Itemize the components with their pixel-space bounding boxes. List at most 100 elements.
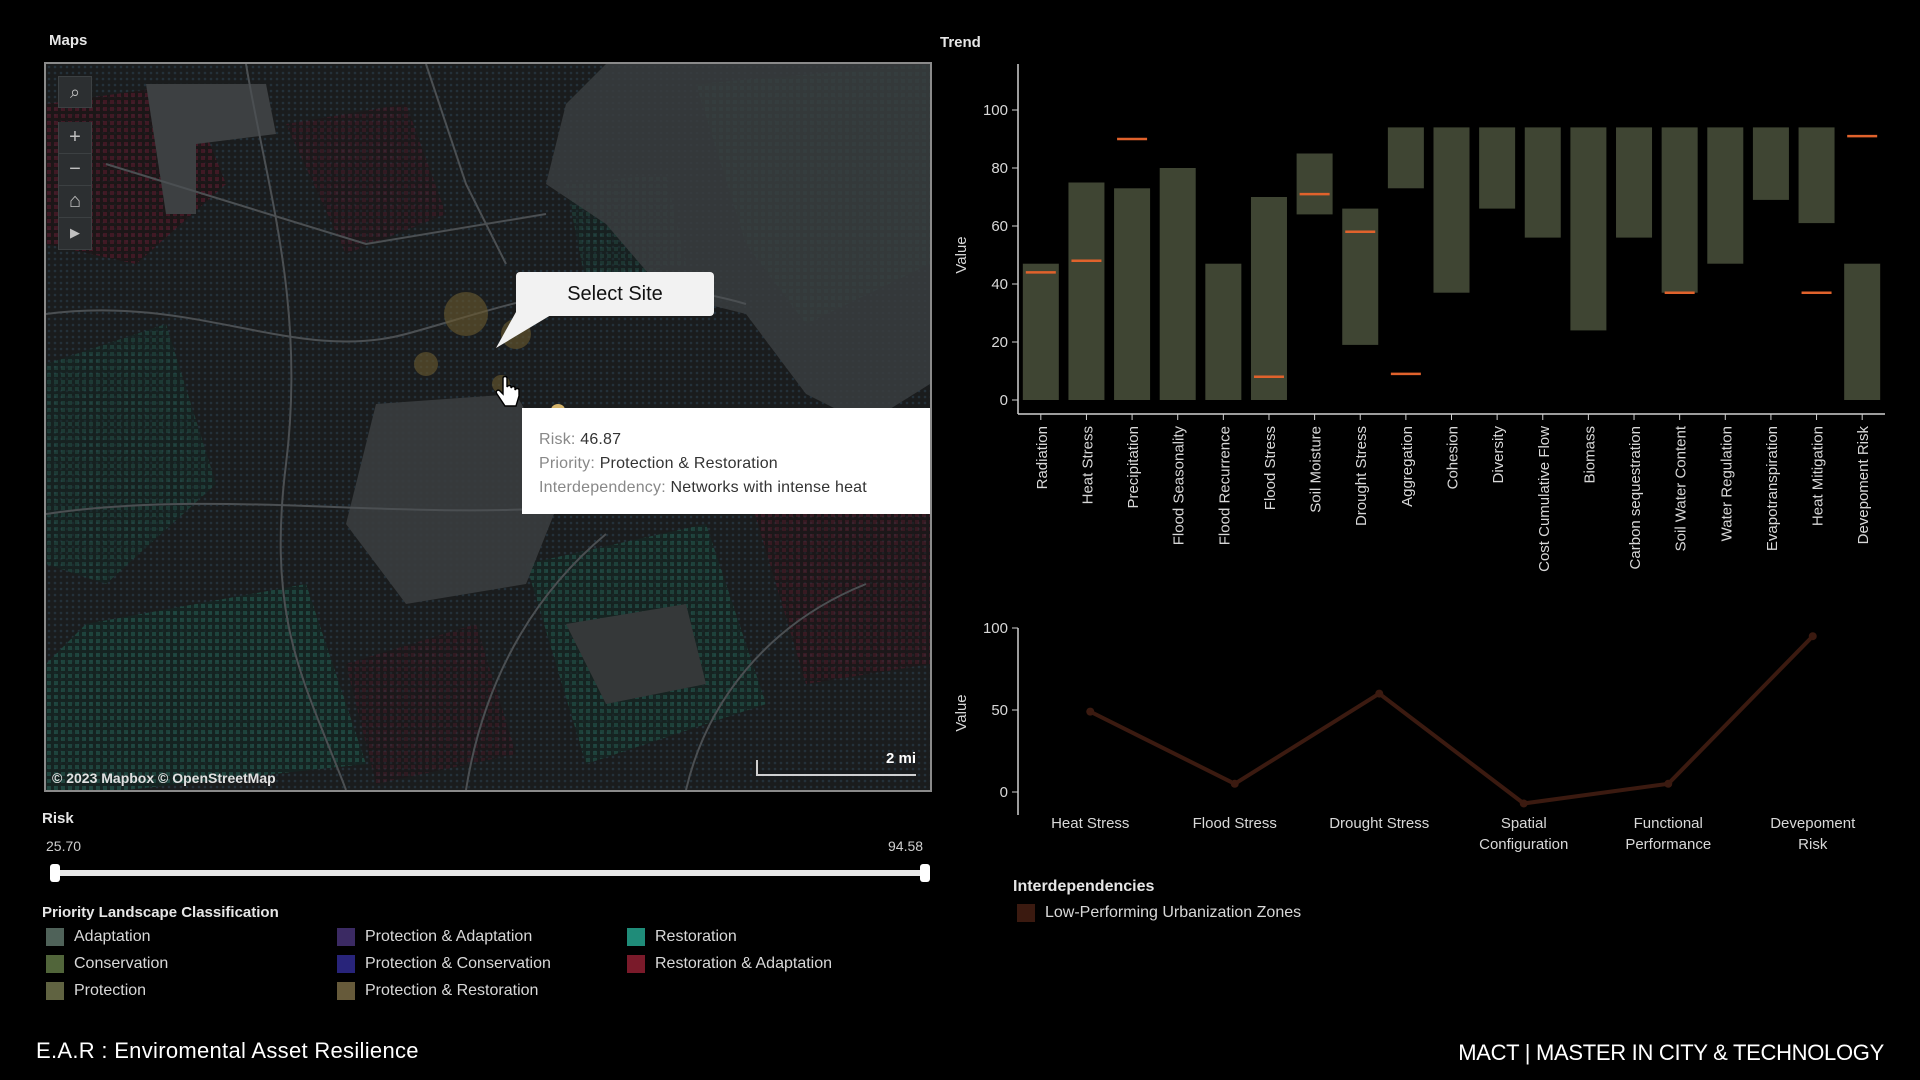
bar	[1616, 127, 1653, 238]
scale-label: 2 mi	[885, 750, 916, 767]
x-tick-label: Devepoment Risk	[1855, 426, 1872, 545]
map-canvas[interactable]	[46, 64, 930, 790]
data-point	[1375, 689, 1384, 698]
x-tick-label: Evapotranspiration	[1764, 426, 1781, 551]
x-tick-label: Heat Mitigation	[1810, 426, 1827, 526]
x-tick-label: Spatial Configuration	[1479, 815, 1568, 853]
bar	[1296, 153, 1333, 215]
y-tick-label: 50	[991, 702, 1008, 719]
legend-label: Adaptation	[74, 928, 151, 945]
bar	[1433, 127, 1470, 293]
bar	[1707, 127, 1744, 264]
risk-min-handle[interactable]	[50, 864, 60, 882]
interdependency-legend-item[interactable]: Low-Performing Urbanization Zones	[1017, 904, 1301, 922]
risk-max-value: 94.58	[888, 838, 924, 854]
zoom-in-button[interactable]: +	[58, 122, 92, 154]
x-tick-label: Biomass	[1581, 426, 1598, 484]
map-controls: ⌕ + − ⌂ ▶	[58, 76, 92, 250]
bar	[1205, 263, 1242, 400]
tooltip-interdependency: Interdependency: Networks with intense h…	[539, 479, 867, 496]
x-tick-label: Cohesion	[1445, 426, 1462, 489]
x-tick-label: Cost Cumulative Flow	[1536, 426, 1553, 572]
legend-item[interactable]: Conservation	[46, 955, 168, 973]
legend-swatch	[337, 928, 355, 946]
x-tick-label: Flood Stress	[1262, 426, 1279, 510]
x-tick-label: Heat Stress	[1079, 426, 1096, 504]
bar	[1570, 127, 1607, 331]
x-tick-label: Functional Performance	[1625, 815, 1711, 853]
interdependencies-title: Interdependencies	[1013, 878, 1155, 895]
legend-item[interactable]: Protection & Conservation	[337, 955, 551, 973]
data-point	[1664, 779, 1673, 788]
play-button[interactable]: ▶	[58, 218, 92, 250]
legend-label: Protection	[74, 982, 147, 999]
risk-range-slider[interactable]	[50, 864, 930, 882]
legend-swatch	[46, 955, 64, 973]
data-point	[1808, 632, 1817, 641]
legend-label: Protection & Conservation	[365, 955, 551, 972]
x-tick-label: Heat Stress	[1051, 815, 1129, 832]
y-tick-label: 100	[983, 102, 1008, 119]
legend-item[interactable]: Adaptation	[46, 928, 151, 946]
interdependency-label: Low-Performing Urbanization Zones	[1045, 904, 1302, 921]
x-tick-label: Soil Moisture	[1308, 426, 1325, 513]
data-point	[1086, 707, 1095, 716]
legend-item[interactable]: Restoration & Adaptation	[627, 955, 832, 973]
x-tick-label: Carbon sequestration	[1627, 426, 1644, 569]
interdependency-line-chart: 0 50 100 Value Heat Stress Flood Stress Drough…	[953, 620, 1856, 853]
risk-max-handle[interactable]	[920, 864, 930, 882]
x-tick-label: Devepoment Risk	[1770, 815, 1856, 853]
legend-item[interactable]: Protection	[46, 982, 146, 1000]
x-tick-label: Flood Stress	[1193, 815, 1277, 832]
map-scale-bar: 2 mi	[756, 750, 916, 776]
bar	[1114, 188, 1151, 400]
y-tick-label: 100	[983, 620, 1008, 637]
bar	[1159, 168, 1196, 400]
home-button[interactable]: ⌂	[58, 186, 92, 218]
risk-title: Risk	[42, 810, 74, 827]
legend-swatch	[46, 982, 64, 1000]
x-tick-label: Diversity	[1490, 426, 1507, 484]
bar	[1752, 127, 1789, 200]
bar	[1524, 127, 1561, 238]
legend-swatch	[337, 955, 355, 973]
x-tick-label: Drought Stress	[1353, 426, 1370, 526]
maps-title: Maps	[49, 32, 88, 49]
legend-item[interactable]: Protection & Adaptation	[337, 928, 532, 946]
legend-title: Priority Landscape Classification	[42, 904, 279, 921]
map-attribution[interactable]: © 2023 Mapbox © OpenStreetMap	[52, 770, 276, 786]
legend-item[interactable]: Restoration	[627, 928, 737, 946]
x-tick-label: Aggregation	[1399, 426, 1416, 507]
legend-swatch	[337, 982, 355, 1000]
bar	[1250, 197, 1287, 400]
select-site-callout[interactable]: Select Site	[516, 272, 714, 316]
y-axis-label: Value	[953, 694, 970, 731]
bar	[1479, 127, 1516, 209]
bar	[1844, 263, 1881, 400]
trend-bar-chart: 0 20 40 60 80 100 Value Radiation Heat Stress Pre…	[953, 64, 1885, 572]
x-tick-label: Flood Seasonality	[1171, 426, 1188, 546]
callout-tail	[496, 312, 556, 348]
data-point	[1230, 779, 1239, 788]
zoom-out-button[interactable]: −	[58, 154, 92, 186]
institution-title: MACT | MASTER IN CITY & TECHNOLOGY	[1458, 1040, 1884, 1065]
tooltip-priority: Priority: Protection & Restoration	[539, 455, 778, 472]
x-tick-label: Radiation	[1034, 426, 1051, 489]
search-icon: ⌕	[69, 82, 81, 102]
map-search-button[interactable]: ⌕	[58, 76, 92, 108]
home-icon: ⌂	[68, 190, 82, 212]
x-tick-label: Water Regulation	[1718, 426, 1735, 541]
bar	[1342, 208, 1379, 345]
risk-min-value: 25.70	[46, 838, 82, 854]
hand-cursor-icon	[495, 376, 520, 407]
x-tick-label: Flood Recurrence	[1216, 426, 1233, 545]
y-axis-label: Value	[953, 236, 970, 273]
bar	[1387, 127, 1424, 189]
map-view[interactable]: ⌕ + − ⌂ ▶ Select Site Risk: 46.87 Priori…	[44, 62, 932, 792]
plus-icon: +	[69, 126, 81, 148]
series-line	[1089, 634, 1815, 806]
legend-item[interactable]: Protection & Restoration	[337, 982, 538, 1000]
y-tick-label: 60	[991, 218, 1008, 235]
bar	[1022, 263, 1059, 400]
y-tick-label: 0	[1000, 784, 1008, 801]
